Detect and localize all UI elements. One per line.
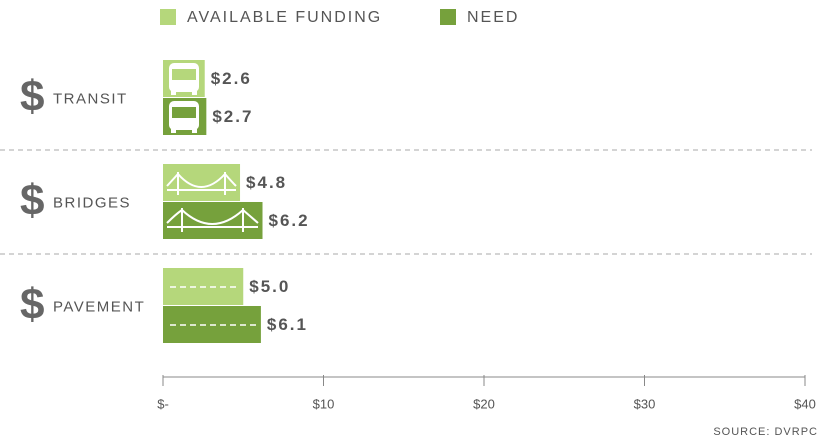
value-label: $4.8 [246, 173, 287, 192]
value-label: $5.0 [249, 277, 290, 296]
bridge-icon [166, 172, 237, 195]
value-label: $6.2 [269, 211, 310, 230]
x-tick-label: $20 [473, 396, 495, 411]
bridge-icon [166, 208, 259, 232]
x-tick-label: $- [157, 396, 169, 411]
legend-label: AVAILABLE FUNDING [187, 9, 382, 26]
category-label: TRANSIT [53, 90, 128, 107]
bar [163, 164, 241, 201]
x-tick-label: $10 [313, 396, 335, 411]
source: SOURCE: DVRPC [713, 426, 818, 438]
legend-swatch [160, 9, 176, 25]
legend-swatch [440, 9, 456, 25]
category-symbol: $ [20, 72, 44, 121]
category-label: PAVEMENT [53, 298, 145, 315]
bar [163, 202, 263, 239]
category-symbol: $ [20, 280, 44, 329]
category-label: BRIDGES [53, 194, 131, 211]
legend-label: NEED [467, 9, 519, 26]
icons [166, 63, 259, 326]
value-label: $2.6 [211, 69, 252, 88]
value-label: $6.1 [267, 315, 308, 334]
bus-icon [169, 63, 199, 95]
value-label: $2.7 [212, 107, 253, 126]
bus-icon [169, 101, 199, 133]
x-tick-label: $40 [794, 396, 816, 411]
category-symbol: $ [20, 176, 44, 225]
x-tick-label: $30 [634, 396, 656, 411]
